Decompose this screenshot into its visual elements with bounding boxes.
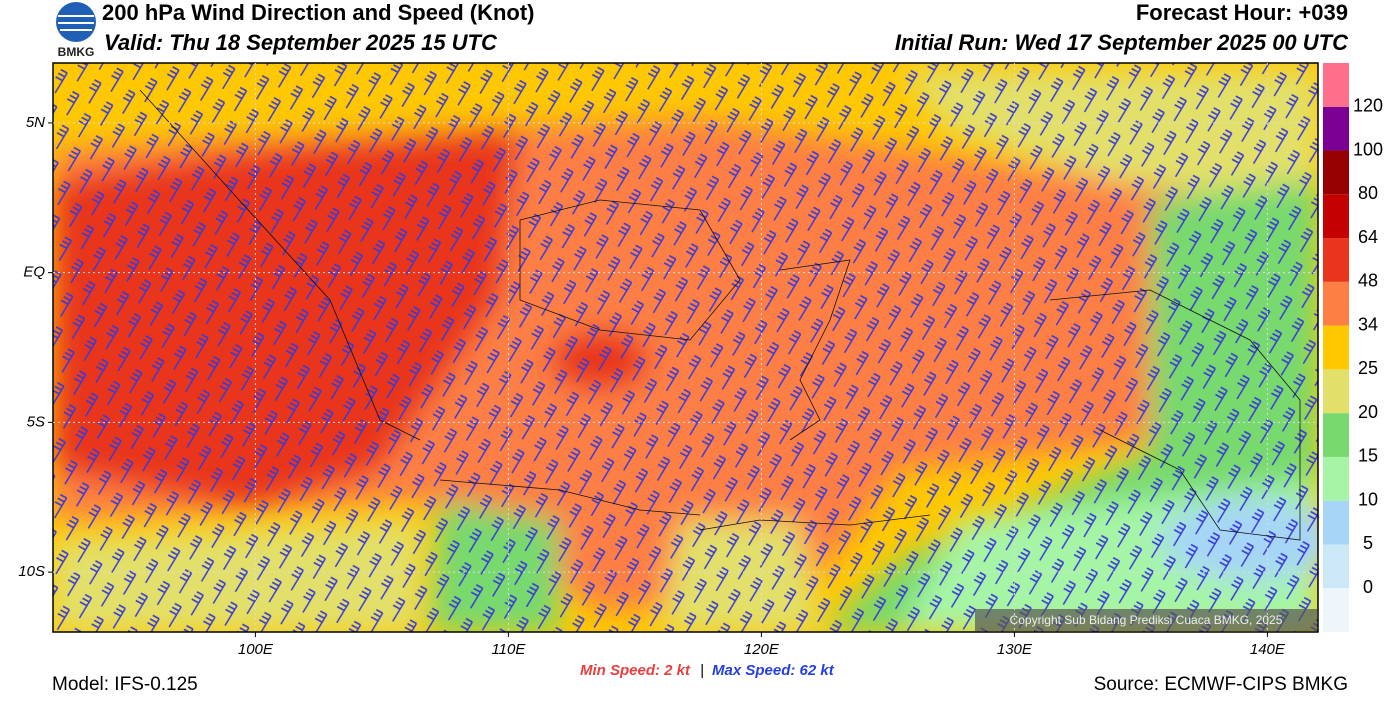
colorbar-label: 15 (1358, 446, 1378, 466)
forecast-hour: Forecast Hour: +039 (1136, 0, 1348, 25)
separator: | (700, 662, 704, 679)
colorbar-label: 64 (1358, 227, 1378, 247)
logo-text: BMKG (58, 45, 95, 59)
logo: BMKG (56, 2, 96, 59)
colorbar-bin (1323, 325, 1349, 370)
colorbar-bin (1323, 106, 1349, 151)
x-tick-label: 100E (238, 641, 274, 658)
colorbar-label: 34 (1358, 314, 1378, 334)
source: Source: ECMWF-CIPS BMKG (1094, 674, 1348, 695)
y-tick-label: EQ (23, 264, 45, 281)
colorbar-label: 5 (1363, 533, 1373, 553)
colorbar-label: 20 (1358, 402, 1378, 422)
y-tick-label: 10S (18, 563, 45, 580)
colorbar-label: 25 (1358, 358, 1378, 378)
colorbar-bin (1323, 194, 1349, 239)
min-speed: Min Speed: 2 kt (580, 662, 691, 679)
colorbar-label: 0 (1363, 577, 1373, 597)
colorbar-bin (1323, 238, 1349, 282)
model: Model: IFS-0.125 (52, 674, 198, 695)
colorbar-label: 48 (1358, 271, 1378, 291)
y-tick-label: 5S (27, 413, 45, 430)
initial-run: Initial Run: Wed 17 September 2025 00 UT… (895, 30, 1349, 55)
colorbar-label: 100 (1353, 139, 1383, 159)
map-frame (52, 62, 1319, 633)
x-tick-label: 130E (997, 641, 1033, 658)
colorbar-bin (1323, 500, 1349, 545)
colorbar-label: 80 (1358, 183, 1378, 203)
colorbar-bin (1323, 456, 1349, 501)
max-speed: Max Speed: 62 kt (712, 662, 835, 679)
coastlines (139, 89, 1301, 541)
map-field (53, 63, 1318, 632)
copyright: Copyright Sub Bidang Prediksi Cuaca BMKG… (1010, 613, 1283, 627)
colorbar-bin (1323, 544, 1349, 589)
colorbar-bin (1323, 369, 1349, 414)
y-tick-label: 5N (26, 114, 45, 131)
colorbar-label: 120 (1353, 96, 1383, 116)
x-tick-label: 140E (1250, 641, 1286, 658)
x-tick-label: 110E (491, 641, 526, 658)
valid-time: Valid: Thu 18 September 2025 15 UTC (104, 30, 498, 55)
copyright-box (975, 609, 1317, 631)
colorbar-bin (1323, 150, 1349, 195)
colorbar-bin (1323, 281, 1349, 326)
colorbar-bin (1323, 588, 1349, 632)
x-tick-label: 120E (744, 641, 780, 658)
colorbar-bin (1323, 413, 1349, 457)
colorbar-label: 10 (1358, 489, 1378, 509)
title: 200 hPa Wind Direction and Speed (Knot) (102, 0, 535, 25)
colorbar-bin (1323, 63, 1349, 107)
